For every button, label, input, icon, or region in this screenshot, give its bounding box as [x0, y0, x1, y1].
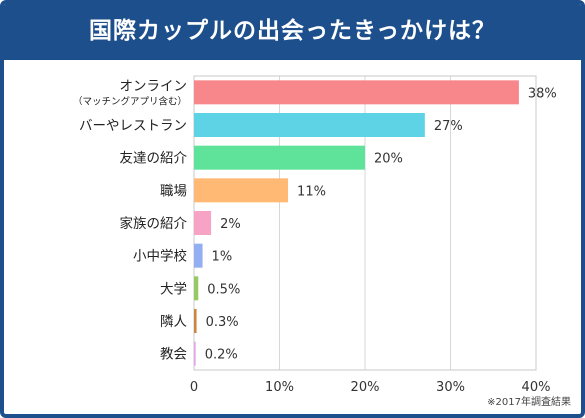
bar	[194, 113, 425, 137]
category-label: 隣人	[160, 314, 187, 330]
bar	[194, 178, 289, 203]
data-label: 1%	[212, 250, 233, 265]
x-tick-label: 20%	[351, 380, 380, 395]
bar	[194, 80, 519, 105]
chart-title: 国際カップルの出会ったきっかけは？	[4, 4, 581, 60]
bar	[194, 276, 199, 301]
data-label: 0.5%	[207, 282, 240, 297]
category-label: バーやレストラン	[79, 118, 187, 134]
category-label: 友達の紹介	[120, 151, 188, 167]
bar	[194, 309, 197, 333]
bar	[194, 243, 203, 268]
data-label: 38%	[528, 86, 557, 101]
survey-note: ※2017年調査結果	[487, 397, 571, 408]
data-label: 0.3%	[206, 315, 239, 330]
category-label: 大学	[160, 281, 187, 297]
x-tick-label: 40%	[522, 380, 551, 395]
data-label: 20%	[374, 152, 403, 167]
data-label: 11%	[297, 184, 326, 199]
category-label: 職場	[160, 183, 187, 199]
x-tick-label: 30%	[436, 380, 465, 395]
bar	[194, 145, 365, 170]
category-label: 教会	[160, 347, 187, 363]
data-label: 2%	[220, 217, 241, 232]
bar	[194, 211, 212, 235]
category-label: 小中学校	[133, 248, 187, 265]
bar-chart: 0 10% 20% 30% 40% 38% オンライン（マッチングアプリ含む） 27% バーやレ…	[73, 75, 557, 395]
bar	[194, 341, 196, 366]
x-tick-label: 0	[190, 380, 198, 395]
category-label: 家族の紹介	[120, 215, 188, 232]
category-label: オンライン（マッチングアプリ含む）	[73, 78, 187, 107]
x-tick-label: 10%	[265, 380, 294, 395]
data-label: 0.2%	[205, 348, 238, 363]
data-label: 27%	[434, 119, 463, 134]
